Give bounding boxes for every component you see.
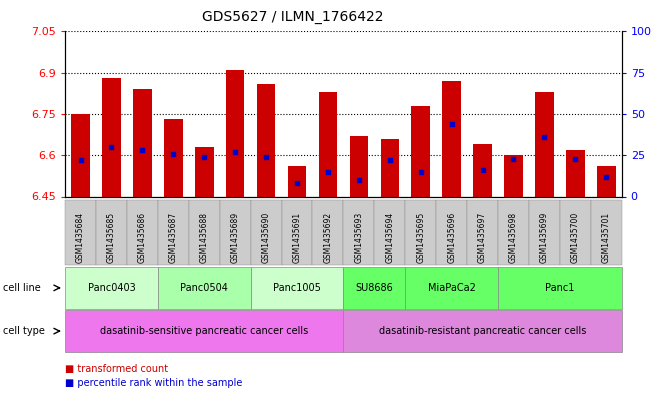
- Text: ■ percentile rank within the sample: ■ percentile rank within the sample: [65, 378, 242, 388]
- Text: GSM1435685: GSM1435685: [107, 212, 116, 263]
- Point: [199, 154, 210, 160]
- Text: GSM1435698: GSM1435698: [509, 212, 518, 263]
- Bar: [195, 147, 214, 196]
- Text: Panc1005: Panc1005: [273, 283, 321, 293]
- Text: GSM1435700: GSM1435700: [571, 212, 580, 263]
- Point: [76, 157, 86, 163]
- Bar: [597, 166, 615, 196]
- Point: [601, 174, 611, 180]
- Point: [106, 144, 117, 150]
- Bar: [164, 119, 182, 196]
- Point: [415, 169, 426, 175]
- Text: MiaPaCa2: MiaPaCa2: [428, 283, 476, 293]
- Text: GSM1435686: GSM1435686: [138, 212, 147, 263]
- Text: GSM1435697: GSM1435697: [478, 212, 487, 263]
- Text: GSM1435690: GSM1435690: [262, 212, 271, 263]
- Text: Panc0504: Panc0504: [180, 283, 229, 293]
- Text: Panc0403: Panc0403: [88, 283, 135, 293]
- Bar: [473, 144, 492, 196]
- Text: dasatinib-sensitive pancreatic cancer cells: dasatinib-sensitive pancreatic cancer ce…: [100, 326, 309, 336]
- Text: dasatinib-resistant pancreatic cancer cells: dasatinib-resistant pancreatic cancer ce…: [379, 326, 587, 336]
- Point: [292, 180, 302, 186]
- Text: GSM1435689: GSM1435689: [230, 212, 240, 263]
- Text: cell type: cell type: [3, 326, 45, 336]
- Bar: [411, 106, 430, 196]
- Point: [230, 149, 240, 155]
- Text: GSM1435684: GSM1435684: [76, 212, 85, 263]
- Point: [477, 167, 488, 173]
- Bar: [226, 70, 244, 196]
- Text: GDS5627 / ILMN_1766422: GDS5627 / ILMN_1766422: [202, 10, 383, 24]
- Text: GSM1435699: GSM1435699: [540, 212, 549, 263]
- Point: [508, 155, 519, 162]
- Text: SU8686: SU8686: [355, 283, 393, 293]
- Text: GSM1435688: GSM1435688: [200, 212, 209, 263]
- Text: GSM1435687: GSM1435687: [169, 212, 178, 263]
- Bar: [72, 114, 90, 196]
- Bar: [535, 92, 553, 196]
- Text: GSM1435691: GSM1435691: [292, 212, 301, 263]
- Text: cell line: cell line: [3, 283, 41, 293]
- Bar: [504, 155, 523, 196]
- Text: Panc1: Panc1: [545, 283, 575, 293]
- Point: [539, 134, 549, 140]
- Text: GSM1435695: GSM1435695: [416, 212, 425, 263]
- Bar: [102, 78, 120, 196]
- Point: [323, 169, 333, 175]
- Bar: [350, 136, 368, 196]
- Bar: [256, 84, 275, 196]
- Point: [353, 177, 364, 183]
- Point: [261, 154, 271, 160]
- Text: GSM1435693: GSM1435693: [354, 212, 363, 263]
- Text: GSM1435696: GSM1435696: [447, 212, 456, 263]
- Bar: [318, 92, 337, 196]
- Point: [137, 147, 148, 153]
- Bar: [566, 150, 585, 196]
- Text: GSM1435694: GSM1435694: [385, 212, 395, 263]
- Text: GSM1435692: GSM1435692: [324, 212, 333, 263]
- Text: ■ transformed count: ■ transformed count: [65, 364, 168, 375]
- Bar: [288, 166, 306, 196]
- Point: [168, 151, 178, 157]
- Bar: [442, 81, 461, 196]
- Bar: [380, 139, 399, 196]
- Point: [570, 155, 581, 162]
- Point: [447, 121, 457, 127]
- Point: [385, 157, 395, 163]
- Text: GSM1435701: GSM1435701: [602, 212, 611, 263]
- Bar: [133, 89, 152, 196]
